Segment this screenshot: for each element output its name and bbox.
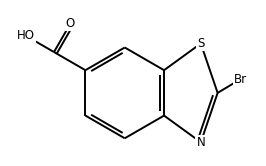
Text: O: O [66,17,75,30]
Text: S: S [197,37,205,50]
Text: N: N [196,136,205,149]
Text: HO: HO [17,29,35,42]
Text: Br: Br [234,73,247,86]
